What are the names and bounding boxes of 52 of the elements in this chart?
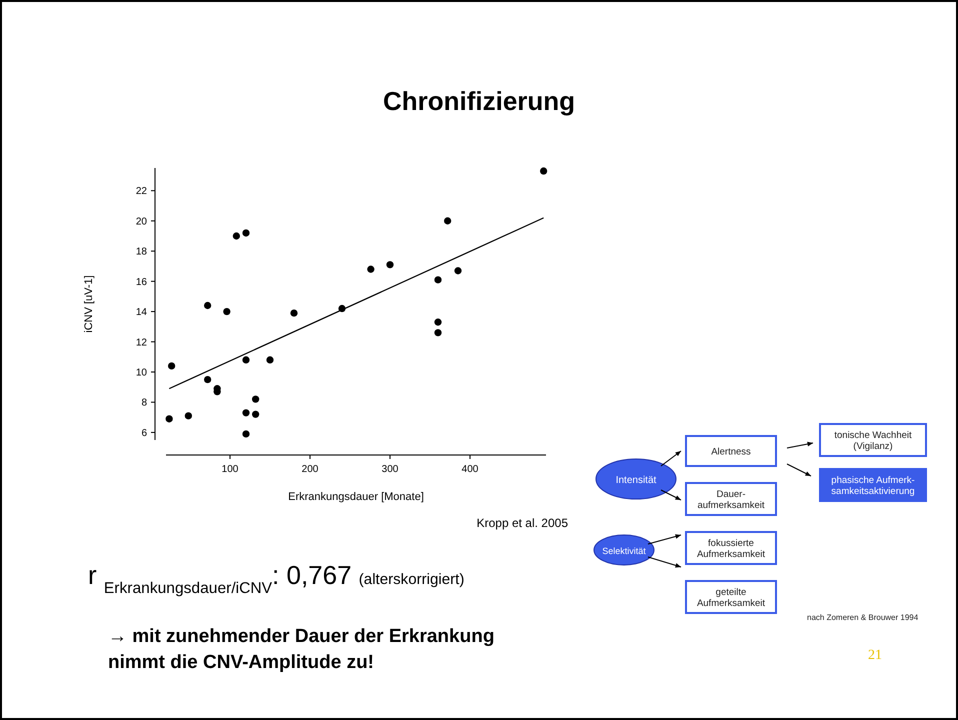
point bbox=[540, 167, 548, 175]
y-axis-title: iCNV [uV-1] bbox=[83, 275, 95, 333]
point bbox=[184, 412, 192, 420]
point bbox=[290, 309, 298, 317]
y-tick-label: 8 bbox=[141, 398, 148, 409]
point bbox=[204, 376, 212, 384]
point bbox=[367, 266, 374, 273]
point bbox=[166, 415, 173, 422]
y-tick-label: 6 bbox=[141, 428, 148, 439]
x-tick-label: 400 bbox=[462, 464, 479, 475]
point bbox=[242, 409, 250, 416]
text: r $_{Erkrankungsdauer/iCNV}$: 0,767 (alterskorrigiert) bbox=[88, 560, 464, 596]
point bbox=[444, 217, 452, 224]
point bbox=[204, 302, 212, 310]
y-tick-label: 12 bbox=[136, 337, 148, 348]
text: → mit zunehmender Dauer der Erkrankung nimmt die CNV-Amplitude zu! bbox=[108, 626, 494, 673]
point bbox=[434, 318, 442, 326]
text: geteilte Aufmerksamkeit bbox=[696, 587, 766, 609]
point bbox=[242, 356, 250, 364]
point bbox=[266, 356, 274, 364]
point bbox=[223, 308, 230, 316]
point bbox=[434, 276, 442, 284]
text: Selektivität bbox=[602, 546, 646, 556]
point bbox=[386, 261, 394, 268]
point bbox=[454, 267, 462, 274]
y-tick-label: 18 bbox=[136, 246, 148, 258]
point bbox=[242, 430, 250, 438]
y-tick-label: 10 bbox=[136, 368, 148, 378]
x-axis-title: Erkrankungsdauer [Monate] bbox=[288, 491, 424, 503]
y-tick-label: 16 bbox=[136, 276, 148, 288]
chart-title: Chronifizierung bbox=[382, 86, 576, 116]
y-tick-label: 22 bbox=[136, 186, 148, 198]
x-tick-label: 300 bbox=[382, 464, 399, 475]
text: fokussierte Aufmerksamkeit bbox=[696, 538, 766, 560]
point bbox=[252, 396, 260, 403]
text: tonische Wachheit (Vigilanz) bbox=[834, 430, 912, 452]
text: phasische Aufmerk- samkeitsaktivierung bbox=[831, 475, 915, 497]
y-tick-label: 20 bbox=[136, 216, 148, 228]
point bbox=[434, 329, 442, 336]
point bbox=[252, 410, 260, 418]
text: 21 bbox=[868, 648, 882, 663]
point bbox=[232, 232, 240, 240]
text: Intensität bbox=[616, 475, 657, 486]
text: Alertness bbox=[711, 446, 752, 458]
text: nach Zomeren & Brouwer 1994 bbox=[807, 613, 919, 622]
x-tick-label: 100 bbox=[222, 464, 239, 475]
text: Dauer- aufmerksamkeit bbox=[697, 489, 765, 511]
text: Kropp et al. 2005 bbox=[476, 516, 568, 530]
y-tick-label: 14 bbox=[136, 307, 148, 318]
point bbox=[168, 362, 176, 370]
point bbox=[242, 229, 250, 237]
x-tick-label: 200 bbox=[302, 464, 319, 475]
